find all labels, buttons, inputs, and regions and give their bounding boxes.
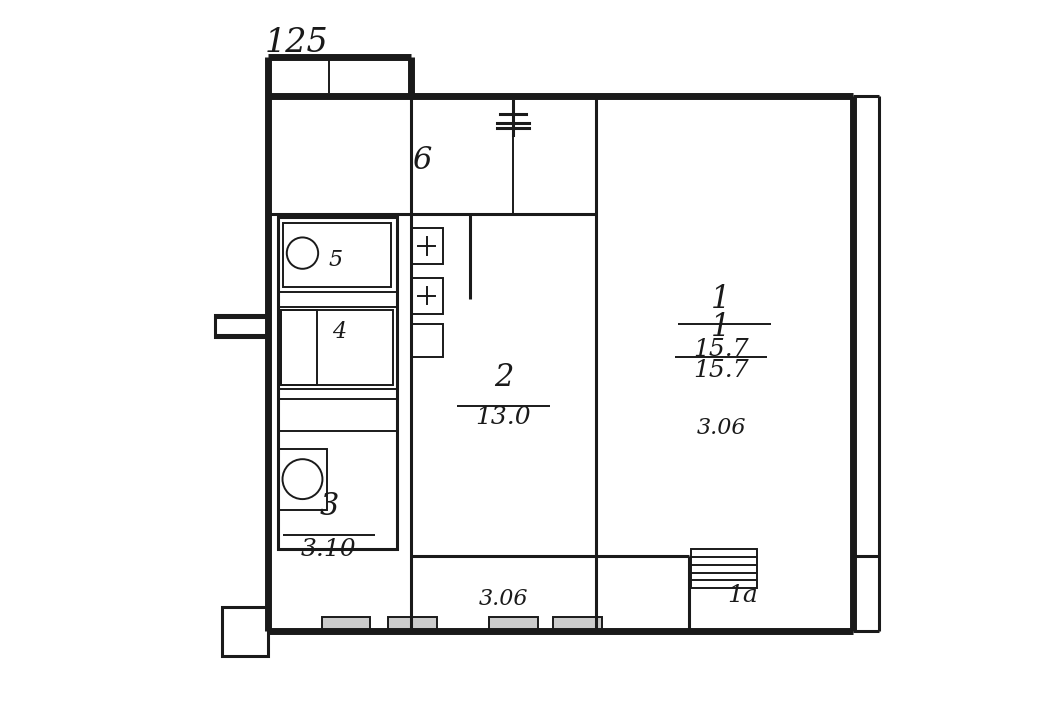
Text: 15.7: 15.7 — [693, 338, 748, 361]
Text: 2: 2 — [494, 362, 514, 394]
Text: 3.06: 3.06 — [479, 588, 528, 610]
Text: 1: 1 — [711, 312, 730, 344]
Bar — [278, 217, 396, 292]
Text: 3: 3 — [319, 491, 338, 522]
Bar — [283, 223, 391, 287]
Bar — [691, 549, 757, 588]
Text: 13.0: 13.0 — [476, 406, 532, 429]
Bar — [281, 310, 317, 385]
Bar — [215, 315, 268, 337]
Bar — [278, 399, 396, 431]
Bar — [554, 617, 601, 631]
Text: 3.10: 3.10 — [301, 538, 356, 560]
Text: 6: 6 — [412, 145, 431, 176]
Bar — [278, 307, 396, 389]
Text: 125: 125 — [265, 27, 329, 58]
Bar — [411, 278, 443, 314]
Bar — [281, 310, 393, 385]
Text: 1: 1 — [711, 284, 730, 315]
Bar — [388, 617, 437, 631]
Text: 5: 5 — [329, 250, 344, 271]
Bar — [278, 217, 396, 549]
Bar — [411, 228, 443, 264]
Bar — [489, 617, 538, 631]
Text: 3.06: 3.06 — [697, 417, 746, 438]
Text: 4: 4 — [333, 321, 347, 342]
Bar — [278, 449, 328, 510]
Bar — [411, 324, 443, 356]
Text: 1a: 1a — [727, 584, 758, 607]
Bar — [321, 617, 370, 631]
Text: 15.7: 15.7 — [693, 359, 748, 382]
Bar — [222, 607, 268, 656]
